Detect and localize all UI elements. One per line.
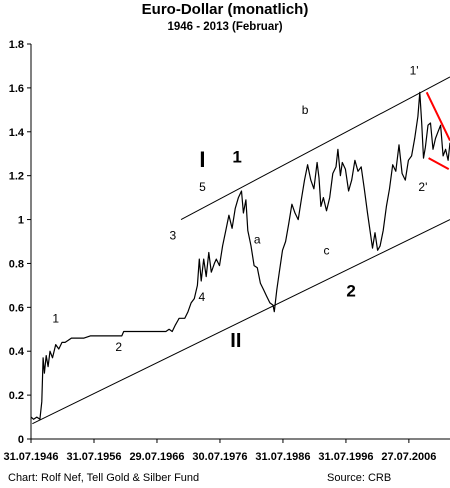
trend-lines <box>32 76 450 425</box>
wave-label: 2' <box>418 180 427 194</box>
wave-label: 1 <box>232 148 241 167</box>
wave-label: 1' <box>410 64 419 78</box>
wave-label: c <box>324 244 330 258</box>
trend-line <box>425 91 450 141</box>
y-tick-label: 0 <box>18 434 24 446</box>
y-tick-label: 1.4 <box>9 127 25 139</box>
y-tick-label: 0.6 <box>9 302 24 314</box>
wave-label: II <box>230 330 241 352</box>
x-tick-label: 30.07.1976 <box>192 451 247 463</box>
wave-label: 2 <box>115 340 122 354</box>
wave-label: 2 <box>346 281 355 300</box>
x-tick-label: 31.07.1956 <box>66 451 121 463</box>
y-tick-label: 1.6 <box>9 83 24 95</box>
wave-label: b <box>302 103 309 117</box>
trend-line <box>428 157 450 170</box>
chart-credit: Chart: Rolf Nef, Tell Gold & Silber Fund <box>8 472 200 484</box>
trend-line <box>32 219 450 425</box>
series-line <box>30 91 450 420</box>
wave-label: 5 <box>199 180 206 194</box>
y-tick-label: 1.2 <box>9 171 24 183</box>
y-tick-label: 0.8 <box>9 258 24 270</box>
wave-label: a <box>254 233 261 247</box>
chart-subtitle: 1946 - 2013 (Februar) <box>167 21 283 33</box>
y-tick-label: 1 <box>18 215 24 227</box>
x-tick-label: 27.07.2006 <box>381 451 436 463</box>
y-tick-label: 1.8 <box>9 39 24 51</box>
axes: 0 0.2 0.4 0.6 0.8 1 1.2 1.4 1.6 1.8 31.07.1946 31.0… <box>3 39 450 463</box>
chart-title: Euro-Dollar (monatlich) <box>141 1 309 18</box>
x-tick-label: 31.07.1946 <box>3 451 58 463</box>
x-tick-label: 31.07.1996 <box>318 451 373 463</box>
y-tick-label: 0.4 <box>9 346 25 358</box>
wave-label: 1 <box>52 312 59 326</box>
wave-label: 4 <box>198 290 205 304</box>
wave-label: 3 <box>170 228 177 242</box>
y-tick-label: 0.2 <box>9 390 24 402</box>
wave-label: I <box>199 147 205 172</box>
data-source: Source: CRB <box>327 472 392 484</box>
wave-annotations: 1 2 3 4 5 I 1 II a b c 2 1' 2' <box>52 64 427 355</box>
x-tick-label: 29.07.1966 <box>129 451 184 463</box>
series-layer <box>30 91 450 420</box>
x-tick-label: 31.07.1986 <box>255 451 310 463</box>
trend-line <box>180 76 450 220</box>
